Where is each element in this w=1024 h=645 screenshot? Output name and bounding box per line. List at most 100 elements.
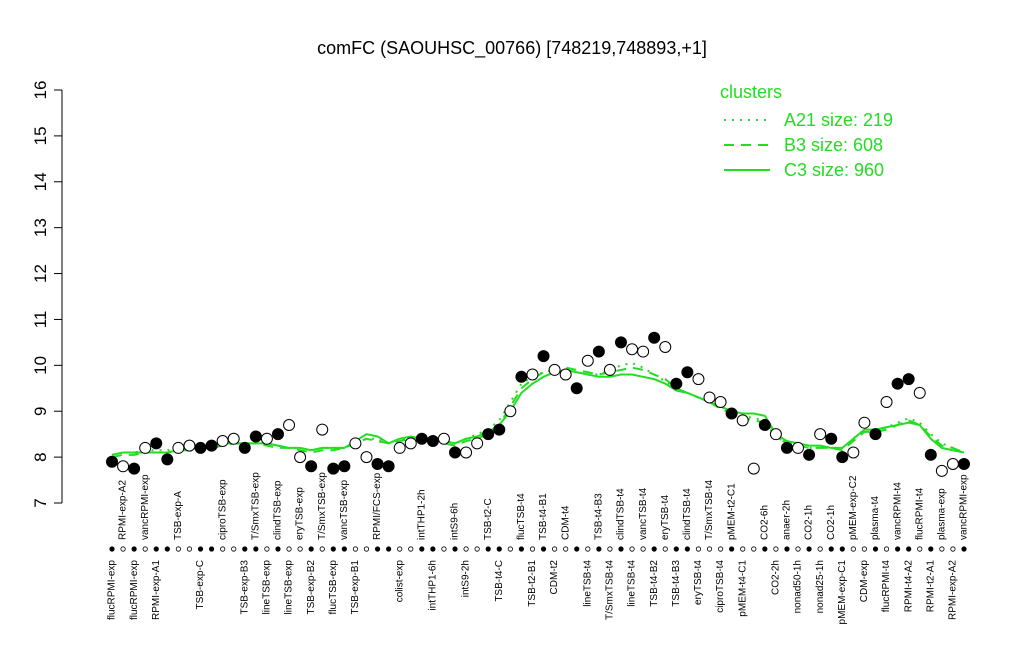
- y-tick-label: 13: [31, 218, 50, 237]
- sample-point: [747, 462, 760, 475]
- sample-dot: [817, 546, 823, 552]
- sample-point: [327, 462, 340, 475]
- sample-point: [769, 428, 782, 441]
- x-tick-label: TSB-t2-B1: [527, 560, 538, 607]
- y-tick-label: 12: [31, 264, 50, 283]
- legend-label: B3 size: 608: [784, 135, 883, 155]
- x-tick-label: clindTSB-exp: [273, 480, 284, 540]
- sample-dot: [662, 546, 668, 552]
- x-tick-label: vancTSB-t4: [638, 487, 649, 540]
- x-tick-label: TSB-t4-B3: [593, 493, 604, 540]
- chart-title: comFC (SAOUHSC_00766) [748219,748893,+1]: [317, 38, 707, 59]
- x-tick-label: lineTSB-t4: [582, 560, 593, 607]
- sample-dot: [563, 546, 569, 552]
- sample-dot: [540, 546, 547, 552]
- x-tick-label: T/SmxTSB-exp: [250, 472, 261, 540]
- x-tick-label: ciproTSB-exp: [217, 479, 228, 540]
- sample-dot: [596, 546, 602, 552]
- sample-point: [559, 368, 572, 381]
- sample-point: [725, 407, 738, 420]
- x-tick-label: lineTSB-exp: [262, 560, 273, 615]
- sample-point: [437, 432, 450, 445]
- x-tick-label: vancRPMI-exp: [959, 474, 970, 540]
- x-tick-label: TSB-t4-B2: [649, 560, 660, 607]
- x-tick-label: nonad50-1h: [793, 560, 804, 613]
- y-tick-label: 7: [31, 498, 50, 507]
- x-tick-label: plasma-exp: [937, 488, 948, 540]
- sample-dot: [629, 546, 635, 552]
- sample-dot: [496, 546, 502, 552]
- sample-point: [592, 345, 605, 358]
- sample-point: [504, 405, 517, 418]
- sample-point: [537, 350, 550, 363]
- sample-dot: [795, 546, 801, 552]
- sample-dot: [784, 546, 790, 552]
- x-tick-label: RPMI-t2-A1: [925, 560, 936, 613]
- x-tick-label: RPMI-exp-A2: [948, 560, 959, 620]
- y-tick-label: 14: [31, 172, 50, 191]
- x-tick-label: intS9-2h: [461, 560, 472, 597]
- sample-point: [338, 460, 351, 473]
- sample-dot: [352, 546, 359, 552]
- sample-dot: [463, 546, 469, 552]
- sample-dot: [673, 546, 679, 552]
- x-tick-label: vancTSB-exp: [339, 480, 350, 540]
- sample-dot: [574, 546, 580, 552]
- sample-point: [891, 377, 904, 390]
- sample-dot: [220, 546, 226, 552]
- cluster-line: [111, 368, 965, 456]
- sample-dot: [341, 546, 347, 552]
- sample-dot: [861, 546, 868, 552]
- sample-point: [205, 439, 218, 452]
- sample-dot: [430, 546, 436, 552]
- x-tick-label: CDM-t2: [549, 560, 560, 595]
- sample-point: [128, 462, 141, 475]
- sample-point: [305, 460, 318, 473]
- sample-dot: [408, 546, 414, 552]
- sample-dot: [175, 546, 181, 552]
- x-tick-label: flucRPMI-exp: [129, 560, 140, 620]
- y-tick-label: 10: [31, 356, 50, 375]
- sample-dot: [275, 546, 281, 552]
- sample-dot: [518, 546, 525, 552]
- sample-dot: [197, 546, 204, 552]
- sample-point: [360, 451, 373, 464]
- x-tick-label: nonad25-1h: [815, 560, 826, 613]
- x-tick-label: flucTSB-exp: [328, 560, 339, 615]
- x-tick-label: TSB-exp-B1: [350, 560, 361, 615]
- sample-point: [792, 441, 805, 454]
- sample-dot: [363, 546, 370, 552]
- y-tick-label: 11: [31, 311, 50, 329]
- sample-point: [935, 464, 948, 477]
- x-tick-label: TSB-exp-C: [195, 560, 206, 609]
- sample-point: [271, 428, 284, 441]
- sample-point: [946, 457, 959, 470]
- sample-dot: [507, 546, 513, 552]
- x-tick-label: RPMI/FCS-exp: [372, 472, 383, 540]
- sample-point: [194, 441, 207, 454]
- sample-point: [858, 416, 871, 429]
- x-tick-label: pMEM-t2-C1: [726, 483, 737, 540]
- sample-point: [260, 432, 273, 445]
- sample-point: [626, 343, 639, 356]
- sample-dot: [474, 546, 480, 552]
- x-tick-label: intS9-6h: [450, 503, 461, 540]
- sample-point: [869, 428, 882, 441]
- sample-dot: [585, 546, 591, 552]
- sample-dot: [231, 546, 237, 552]
- sample-dot: [640, 546, 646, 552]
- x-tick-label: pMEM-exp-C1: [837, 560, 848, 625]
- x-tick-label: lineTSB-exp: [284, 560, 295, 615]
- sample-point: [880, 396, 893, 409]
- sample-dot: [762, 546, 768, 552]
- sample-dot: [651, 546, 657, 552]
- sample-dot: [607, 546, 613, 552]
- sample-dot: [729, 546, 735, 552]
- sample-dot: [906, 546, 912, 552]
- sample-point: [570, 382, 583, 395]
- sample-dot: [264, 546, 270, 552]
- sample-dot: [374, 546, 381, 552]
- sample-dot: [928, 546, 934, 552]
- sample-dot: [142, 546, 148, 552]
- x-tick-label: vancRPMI-t4: [892, 482, 903, 540]
